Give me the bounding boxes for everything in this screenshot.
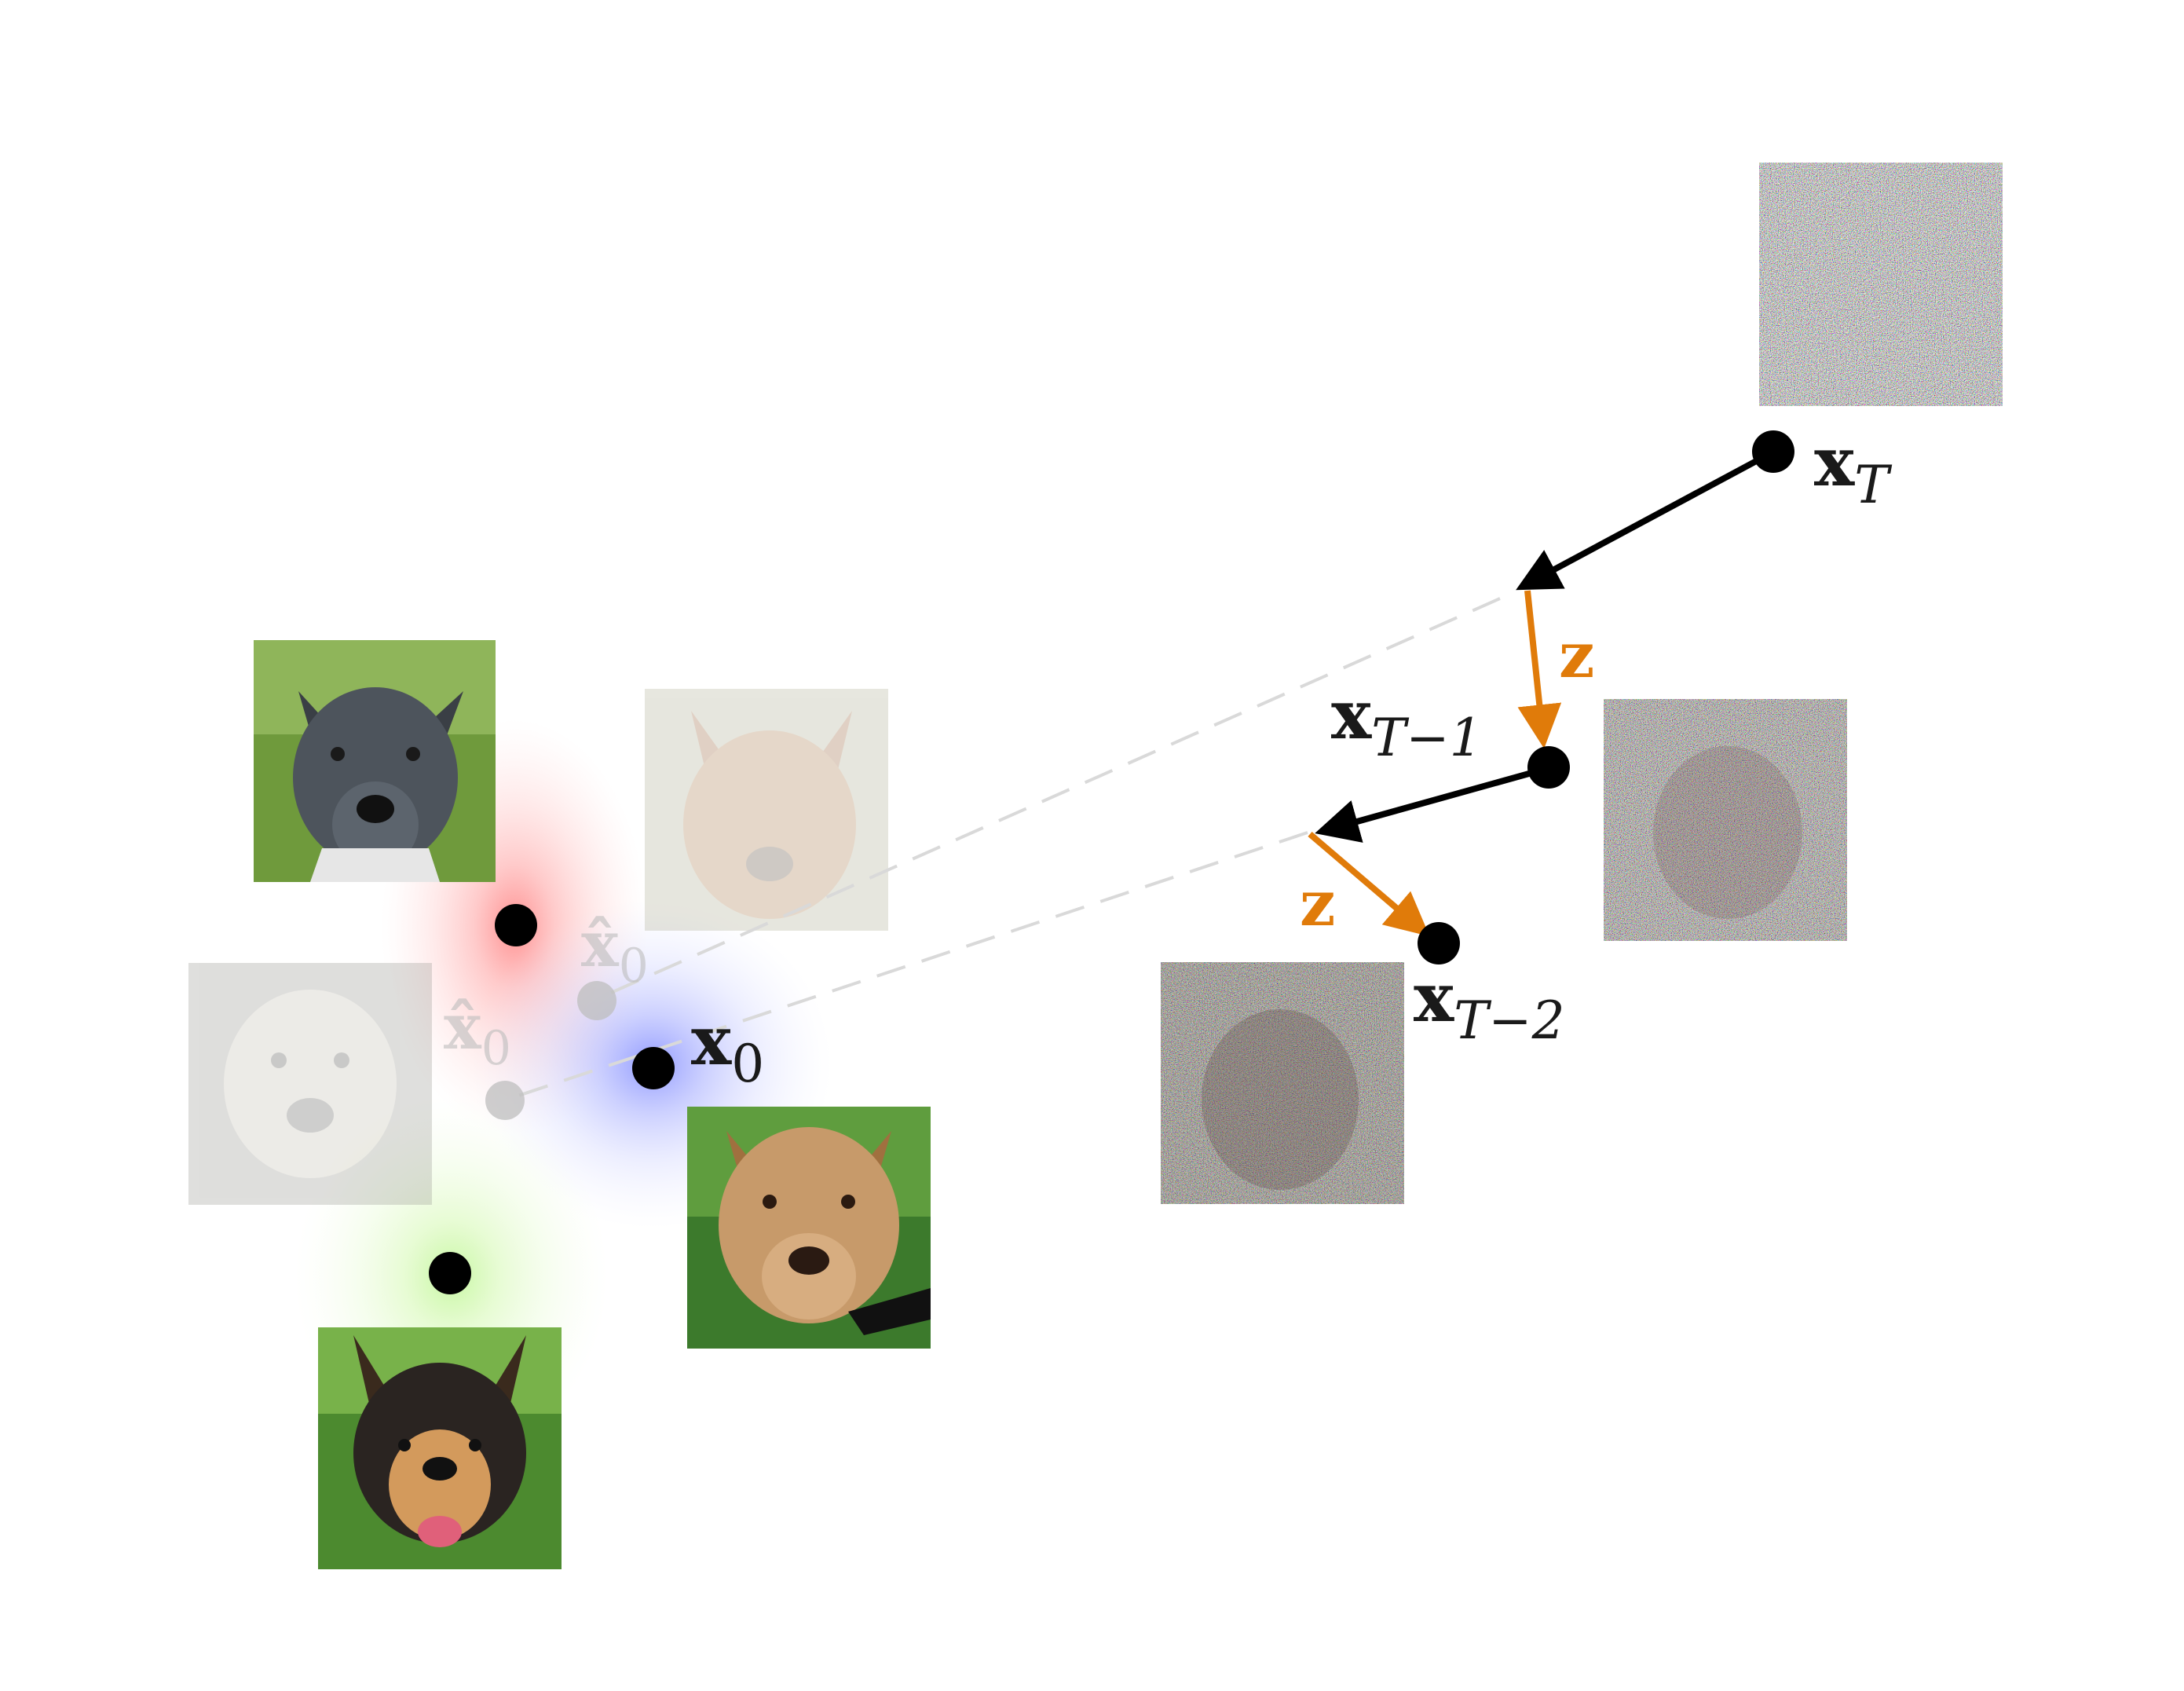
label-z-2: z [1300, 866, 1335, 940]
faded-estimate-image-b [188, 963, 432, 1205]
label-xT-2: xT−2 [1414, 958, 1565, 1051]
label-x0hat-b-main: x̂ [444, 990, 482, 1063]
faded-estimate-image-a [645, 689, 888, 931]
denoise-arrow-2 [1315, 765, 1550, 843]
point-xT-2 [1418, 922, 1460, 964]
point-green-mode [429, 1252, 471, 1294]
label-xT-1: xT−1 [1331, 675, 1483, 768]
label-x0-sub: 0 [731, 1034, 764, 1094]
noise-image-xT [1759, 163, 2003, 406]
dog-photo-tricolor [318, 1327, 562, 1569]
noise-arrow-1 [1517, 590, 1562, 749]
label-xT-1-sub: T−1 [1371, 708, 1482, 768]
label-xT: xT [1814, 423, 1893, 515]
label-x0hat-b-sub: 0 [481, 1021, 511, 1076]
point-x0 [632, 1047, 675, 1089]
label-x0hat-b: x̂0 [444, 990, 511, 1076]
label-xT-main: x [1814, 423, 1855, 502]
point-red-mode [495, 904, 537, 946]
point-xT [1752, 430, 1794, 473]
dog-photo-gray [254, 640, 496, 882]
label-x0hat-a: x̂0 [581, 907, 649, 994]
label-x0hat-a-sub: 0 [619, 939, 649, 994]
label-xT-2-sub: T−2 [1454, 990, 1564, 1051]
noise-arrow-2 [1308, 831, 1430, 937]
label-z-1: z [1559, 618, 1594, 692]
dashed-line-1 [596, 597, 1501, 1001]
labels: xT xT−1 xT−2 x0 x̂0 x̂0 z z [444, 423, 1893, 1094]
point-x0hat-a [577, 981, 616, 1020]
sampling-trajectory [1308, 450, 1772, 937]
label-xT-2-main: x [1414, 958, 1454, 1038]
noise-image-xT-2 [1161, 962, 1404, 1204]
label-x0-main: x [691, 1001, 732, 1081]
label-x0hat-a-main: x̂ [581, 907, 620, 981]
label-x0: x0 [691, 1001, 764, 1094]
dog-photo-tan [687, 1107, 931, 1349]
point-xT-1 [1527, 746, 1570, 789]
label-xT-sub: T [1854, 455, 1893, 515]
point-x0hat-b [485, 1081, 525, 1120]
denoise-arrow-1 [1516, 450, 1772, 591]
noise-image-xT-1 [1604, 699, 1847, 941]
label-xT-1-main: x [1331, 675, 1372, 755]
denoised-estimate-lines [506, 597, 1501, 1101]
points [429, 430, 1794, 1294]
